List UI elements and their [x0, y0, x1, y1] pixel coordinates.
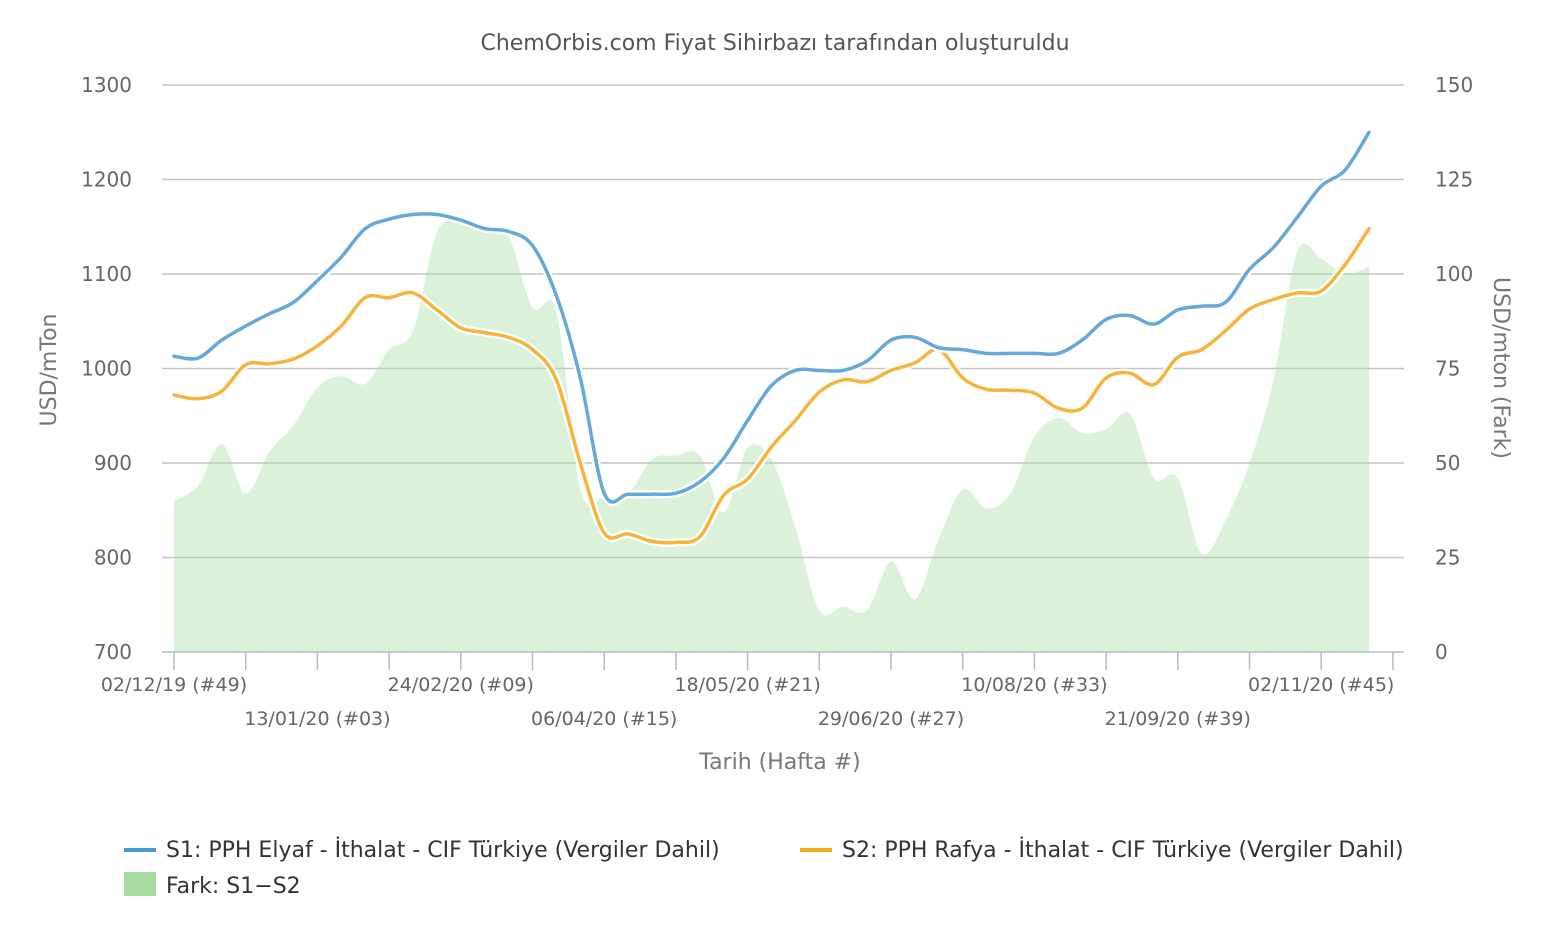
legend-label-s2: S2: PPH Rafya - İthalat - CIF Türkiye (V… [842, 837, 1404, 863]
legend-label-fark: Fark: S1−S2 [166, 874, 301, 899]
grid-lines [162, 84, 1404, 559]
x-tick-label: 13/01/20 (#03) [244, 708, 390, 730]
right-y-axis-ticks: 0 25 50 75 100 125 150 [1435, 73, 1473, 664]
legend-item-s1[interactable]: S1: PPH Elyaf - İthalat - CIF Türkiye (V… [124, 837, 720, 863]
y-tick-right: 125 [1435, 168, 1473, 192]
x-tick-label: 29/06/20 (#27) [818, 708, 964, 730]
legend-swatch-fark [124, 872, 156, 896]
chart-title: ChemOrbis.com Fiyat Sihirbazı tarafından… [480, 31, 1069, 56]
legend-item-s2[interactable]: S2: PPH Rafya - İthalat - CIF Türkiye (V… [800, 837, 1404, 863]
series-line-s2[interactable] [172, 226, 1371, 545]
y-tick-left: 1300 [81, 73, 132, 97]
x-tick-label: 24/02/20 (#09) [388, 674, 534, 696]
x-tick-label: 21/09/20 (#39) [1105, 708, 1251, 730]
series-lines-layer [170, 128, 1373, 547]
y-tick-right: 50 [1435, 451, 1460, 475]
y-tick-right: 100 [1435, 262, 1473, 286]
left-y-axis-ticks: 700 800 900 1000 1100 1200 1300 [81, 73, 132, 664]
y-axis-right-title: USD/mton (Fark) [1488, 277, 1513, 459]
x-tick-label: 10/08/20 (#33) [961, 674, 1107, 696]
y-tick-left: 800 [94, 546, 132, 570]
x-tick-label: 02/11/20 (#45) [1248, 674, 1394, 696]
y-tick-right: 0 [1435, 640, 1448, 664]
y-tick-left: 1200 [81, 168, 132, 192]
series-line-s1[interactable] [172, 130, 1371, 504]
x-axis [162, 651, 1404, 670]
y-tick-right: 150 [1435, 73, 1473, 97]
y-tick-right: 25 [1435, 546, 1460, 570]
x-tick-label: 02/12/19 (#49) [101, 674, 247, 696]
x-tick-label: 18/05/20 (#21) [674, 674, 820, 696]
y-tick-left: 900 [94, 451, 132, 475]
y-axis-left-title: USD/mTon [37, 314, 62, 427]
x-tick-label: 06/04/20 (#15) [531, 708, 677, 730]
x-axis-ticks: 02/12/19 (#49) 13/01/20 (#03) 24/02/20 (#0… [101, 674, 1394, 730]
fark-area [174, 219, 1369, 652]
x-axis-title: Tarih (Hafta #) [698, 750, 860, 775]
y-tick-left: 1000 [81, 357, 132, 381]
legend-item-fark[interactable]: Fark: S1−S2 [124, 872, 301, 899]
legend: S1: PPH Elyaf - İthalat - CIF Türkiye (V… [124, 837, 1404, 899]
y-tick-right: 75 [1435, 357, 1460, 381]
y-tick-left: 1100 [81, 262, 132, 286]
difference-area-layer [174, 219, 1369, 652]
y-tick-left: 700 [94, 640, 132, 664]
legend-label-s1: S1: PPH Elyaf - İthalat - CIF Türkiye (V… [166, 837, 720, 863]
